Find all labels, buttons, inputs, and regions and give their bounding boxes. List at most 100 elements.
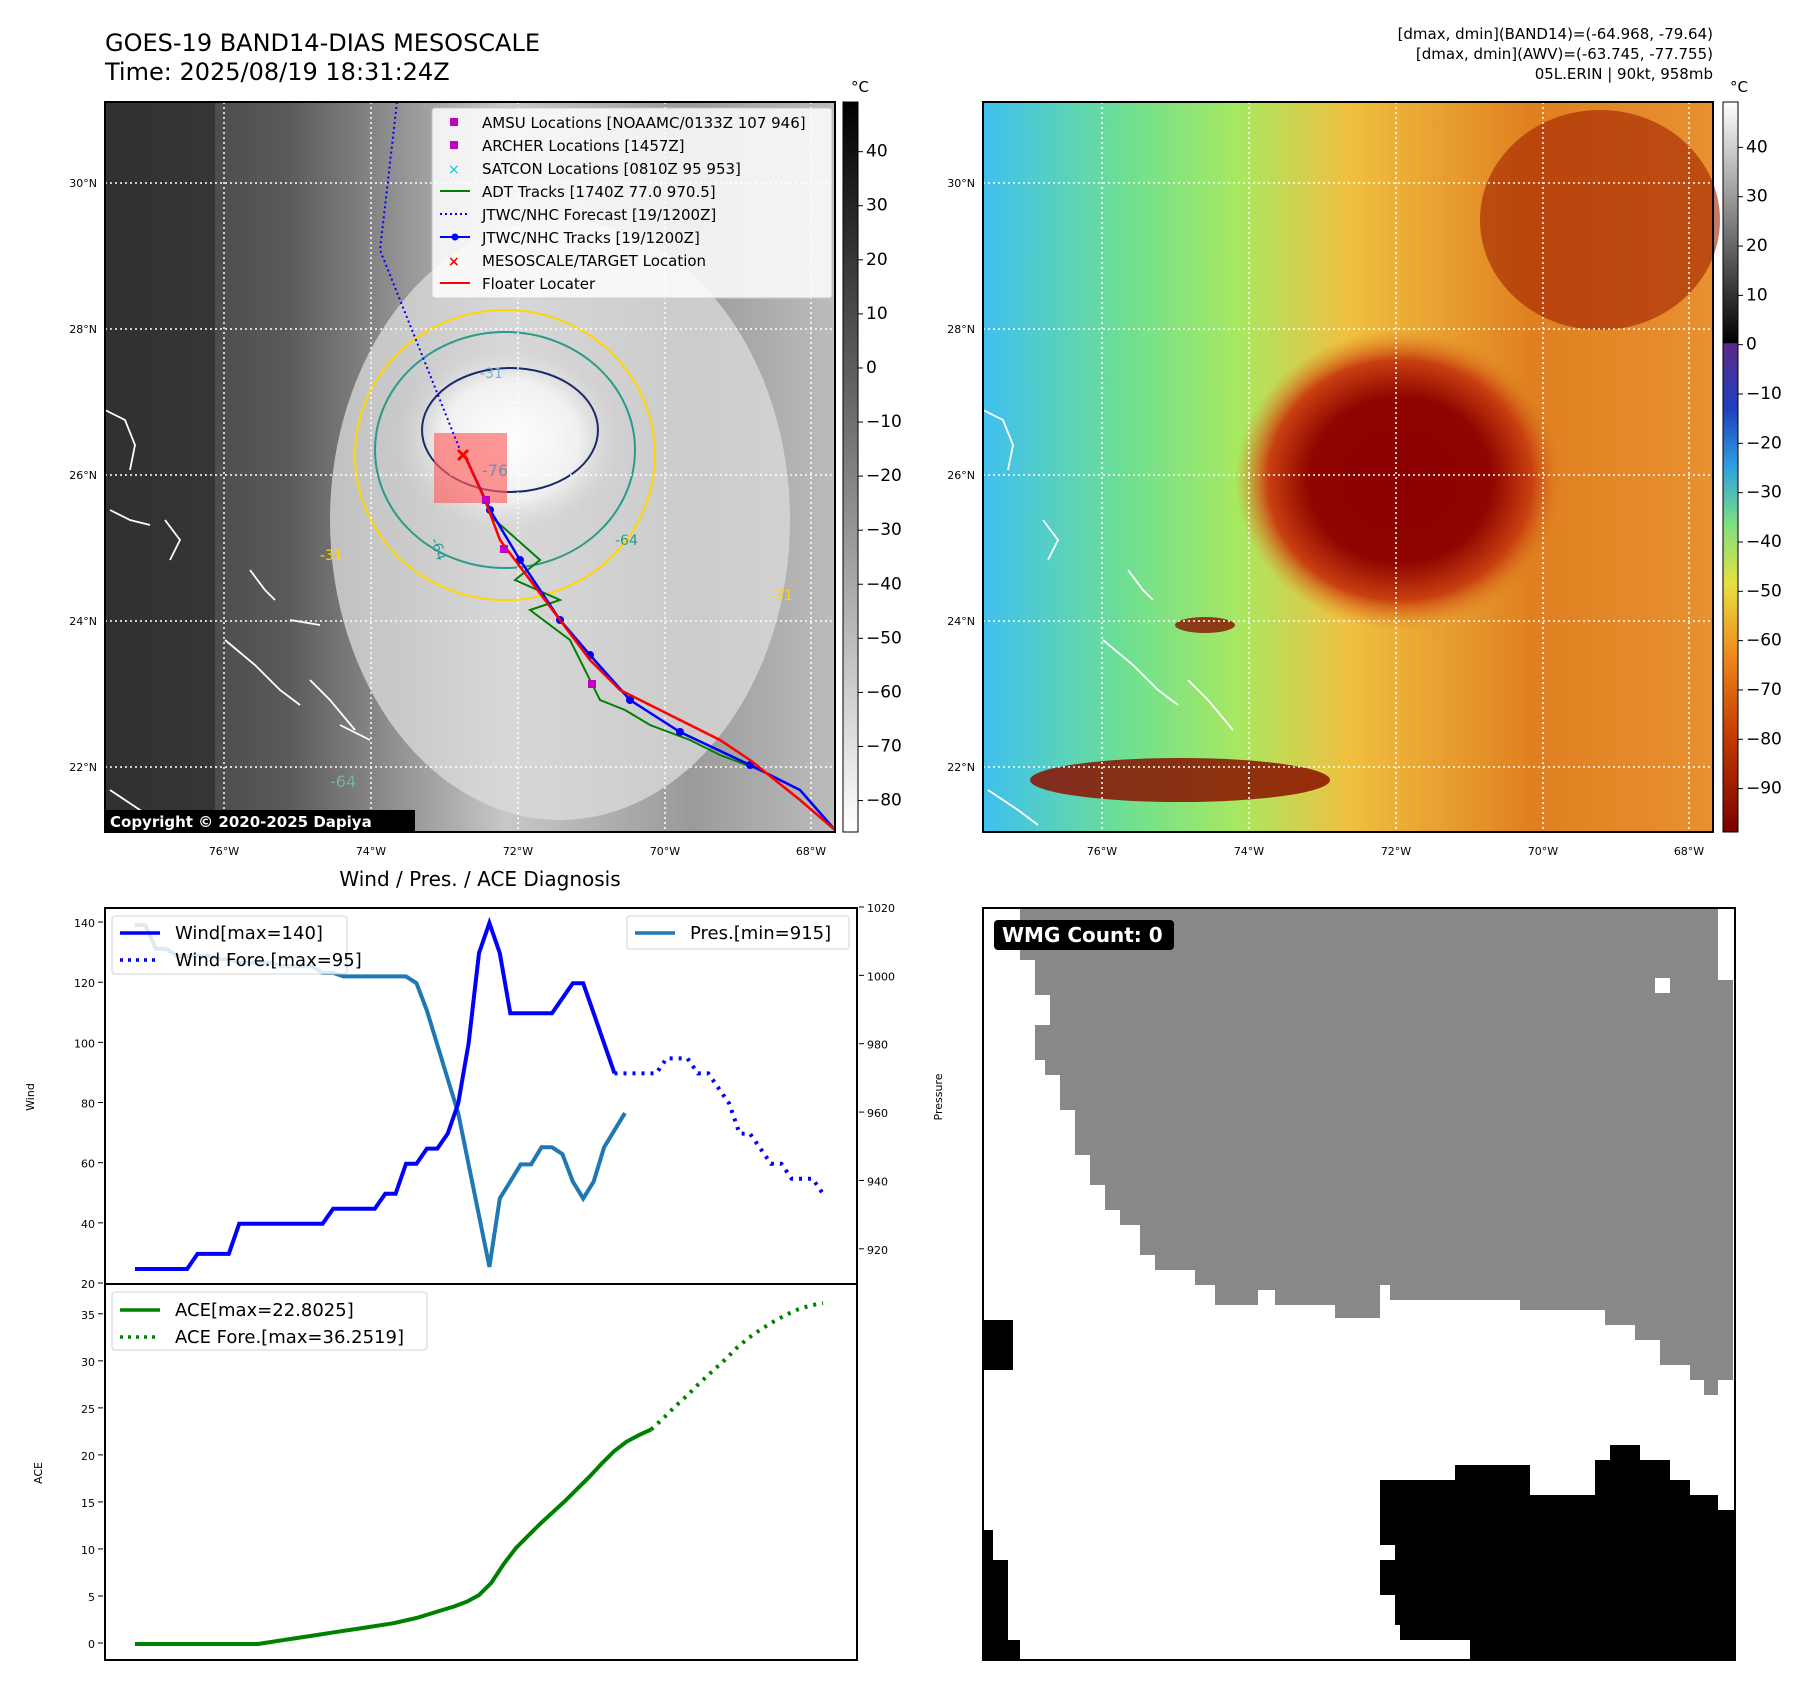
left-colorbar-tick: −70 — [866, 736, 902, 756]
left-colorbar-bar — [842, 101, 859, 833]
left-colorbar-unit: °C — [851, 78, 869, 96]
right-colorbar-tick: −90 — [1746, 779, 1782, 799]
right-colorbar-tick: −80 — [1746, 729, 1782, 749]
info-line-1: [dmax, dmin](BAND14)=(-64.968, -79.64) — [1398, 25, 1713, 43]
wind-y-tick: 20 — [81, 1278, 95, 1291]
left-lon-68: 68°W — [796, 845, 826, 858]
legend-ace: ACE[max=22.8025] — [175, 1300, 354, 1321]
pressure-y-tick: 1000 — [867, 970, 895, 983]
right-colorbar-tick: 40 — [1746, 137, 1768, 157]
pressure-y-tick: 920 — [867, 1244, 888, 1257]
wmg-label-box — [994, 920, 1174, 950]
ace-y-tick: 0 — [88, 1638, 95, 1651]
wind-y-tick: 140 — [74, 917, 95, 930]
left-colorbar-ticks: 40 30 20 10 0 −10 −20 −30 −40 −50 −60 −70 −80 — [858, 142, 902, 811]
wind-y-tick: 80 — [81, 1098, 95, 1111]
legend-satcon-marker: × — [448, 162, 460, 178]
right-colorbar-tick: 20 — [1746, 236, 1768, 256]
right-lat-22: 22°N — [947, 761, 975, 774]
pressure-y-tick: 1020 — [867, 902, 895, 915]
ace-forecast-line — [649, 1301, 824, 1432]
right-map: 30°N 28°N 26°N 24°N 22°N 76°W 74°W 72°W … — [947, 101, 1720, 858]
right-colorbar-tick: −60 — [1746, 631, 1782, 651]
left-lon-76: 76°W — [209, 845, 239, 858]
right-map-storm-core — [1235, 330, 1565, 630]
ace-y-tick: 5 — [88, 1591, 95, 1604]
left-colorbar-tick: −10 — [866, 412, 902, 432]
contour-label-3: -76 — [482, 461, 508, 480]
ace-y-tick: 30 — [81, 1356, 95, 1369]
pressure-axis-label: Pressure — [932, 1073, 945, 1120]
left-colorbar-tick: 20 — [866, 250, 888, 270]
pressure-legend: Pres.[min=915] — [626, 915, 850, 950]
ace-series — [135, 1301, 824, 1646]
ace-line — [135, 1427, 652, 1646]
right-map-coastlines — [982, 409, 1234, 826]
legend-satcon: SATCON Locations [0810Z 95 953] — [482, 160, 741, 178]
right-colorbar-tick: −30 — [1746, 483, 1782, 503]
archer-points — [482, 496, 596, 688]
left-colorbar-tick: 10 — [866, 304, 888, 324]
left-colorbar: °C 40 30 20 10 0 −10 −20 −30 −40 −50 −60 −70 −80 — [842, 78, 902, 833]
legend-archer-marker — [450, 141, 458, 149]
ace-y-tick: 15 — [81, 1497, 95, 1510]
right-lon-74: 74°W — [1234, 845, 1264, 858]
right-colorbar-tick: 10 — [1746, 285, 1768, 305]
floater-locater-track — [463, 455, 836, 831]
left-lat-24: 24°N — [69, 615, 97, 628]
right-map-warm-northeast — [1480, 110, 1720, 330]
left-map-storm-core — [395, 340, 625, 540]
wmg-black-region-west-2 — [983, 1530, 1020, 1660]
left-lat-26: 26°N — [69, 469, 97, 482]
pressure-y-tick: 980 — [867, 1039, 888, 1052]
wind-forecast-line — [614, 1056, 825, 1195]
wmg-frame — [982, 907, 1736, 1661]
right-lon-70: 70°W — [1528, 845, 1558, 858]
right-colorbar-tick: −40 — [1746, 532, 1782, 552]
left-map-frame — [104, 101, 836, 833]
right-map-dry-band-2 — [1175, 617, 1235, 633]
legend-track-dot — [451, 233, 459, 241]
ace-y-tick: 25 — [81, 1403, 95, 1416]
wind-axis-label: Wind — [24, 1083, 37, 1111]
right-lon-68: 68°W — [1674, 845, 1704, 858]
right-colorbar-unit: °C — [1730, 78, 1748, 96]
wind-line — [135, 916, 617, 1271]
ace-axis-label: ACE — [32, 1462, 45, 1484]
left-colorbar-tick: 30 — [866, 196, 888, 216]
legend-archer: ARCHER Locations [1457Z] — [482, 137, 685, 155]
ace-y-tick: 10 — [81, 1544, 95, 1557]
left-colorbar-tick: −20 — [866, 466, 902, 486]
right-colorbar-tick: −50 — [1746, 581, 1782, 601]
left-map-dark-west — [105, 102, 215, 832]
info-line-3: 05L.ERIN | 90kt, 958mb — [1535, 65, 1713, 83]
wmg-black-region-east — [1380, 1445, 1735, 1660]
contour-64 — [374, 331, 636, 569]
left-colorbar-tick: −50 — [866, 628, 902, 648]
right-colorbar-tick: −10 — [1746, 384, 1782, 404]
legend-adt: ADT Tracks [1740Z 77.0 970.5] — [482, 183, 716, 201]
info-line-2: [dmax, dmin](AWV)=(-63.745, -77.755) — [1416, 45, 1713, 63]
left-colorbar-tick: 0 — [866, 358, 877, 378]
legend-wind: Wind[max=140] — [175, 923, 323, 944]
wmg-panel: WMG Count: 0 — [982, 907, 1736, 1661]
pressure-y-tick: 960 — [867, 1107, 888, 1120]
legend-target: MESOSCALE/TARGET Location — [482, 252, 706, 270]
right-colorbar-bar — [1722, 101, 1739, 833]
ace-y-tick: 35 — [81, 1309, 95, 1322]
right-lat-30: 30°N — [947, 177, 975, 190]
right-colorbar-tick: −70 — [1746, 680, 1782, 700]
legend-floater: Floater Locater — [482, 275, 596, 293]
left-map: -31 -64 -76 -64 -31 -31 -64 AMSU Locatio… — [69, 101, 836, 858]
ace-y-ticks: 35 30 25 20 15 10 5 0 — [81, 1309, 103, 1651]
left-lat-22: 22°N — [69, 761, 97, 774]
contour-76 — [421, 367, 599, 493]
pressure-y-tick: 940 — [867, 1175, 888, 1188]
right-lat-28: 28°N — [947, 323, 975, 336]
right-lat-24: 24°N — [947, 615, 975, 628]
right-colorbar-tick: 30 — [1746, 187, 1768, 207]
left-lat-30: 30°N — [69, 177, 97, 190]
legend-forecast: JTWC/NHC Forecast [19/1200Z] — [481, 206, 716, 224]
contour-label-1: -31 — [480, 366, 503, 382]
left-colorbar-tick: −40 — [866, 574, 902, 594]
